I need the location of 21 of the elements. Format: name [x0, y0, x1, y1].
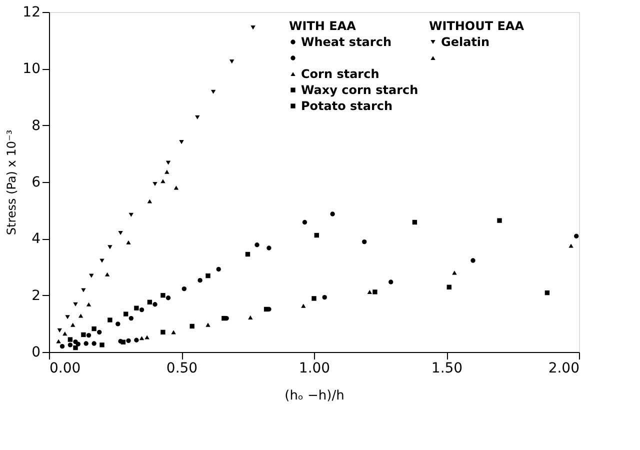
legend-label: Waxy corn starch: [301, 83, 418, 97]
legend-label: Corn starch: [301, 67, 380, 81]
legend-label: Gelatin: [441, 35, 490, 49]
y-tick-label: 8: [32, 118, 40, 134]
annotation: WITHOUT EAA: [429, 19, 525, 33]
y-tick-label: 10: [22, 61, 40, 78]
x-tick-label: 0.00: [50, 360, 81, 376]
legend-label: Wheat starch: [301, 35, 392, 49]
legend-label: Potato starch: [301, 99, 393, 113]
y-tick-label: 12: [22, 4, 40, 20]
x-tick-label: 0.50: [166, 360, 198, 376]
annotation: WITH EAA: [289, 19, 357, 33]
y-axis-title: Stress (Pa) x 10⁻³: [4, 130, 19, 236]
x-tick-label: 1.50: [431, 360, 463, 376]
y-tick-label: 0: [32, 344, 40, 360]
x-axis-title: (hₒ −h)/h: [284, 388, 344, 404]
y-tick-label: 6: [32, 174, 41, 190]
y-tick-label: 2: [32, 288, 40, 304]
x-tick-label: 1.00: [298, 360, 330, 376]
y-tick-label: 4: [32, 231, 41, 248]
x-tick-label: 2.00: [548, 360, 580, 376]
